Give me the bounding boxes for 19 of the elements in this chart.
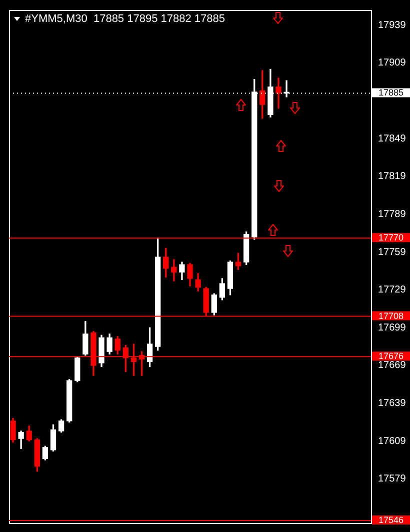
ref-line-label: 17546 <box>378 514 404 525</box>
y-tick-label: 17639 <box>378 398 406 410</box>
ref-line-label: 17885 <box>378 88 404 98</box>
y-tick-label: 17579 <box>378 474 406 485</box>
chart-title: #YMM5,M30 17885 17895 17882 17885 <box>25 13 225 26</box>
y-tick-label: 17819 <box>378 171 406 182</box>
y-tick-label: 17729 <box>378 284 406 296</box>
ref-line-label: 17676 <box>378 351 404 362</box>
y-tick-label: 17789 <box>378 208 406 220</box>
y-tick-label: 17699 <box>378 322 406 334</box>
ref-line-label: 17770 <box>378 232 404 243</box>
y-tick-label: 17759 <box>378 246 406 258</box>
candlestick <box>276 78 282 109</box>
y-tick-label: 17609 <box>378 436 406 447</box>
ref-line-label: 17708 <box>378 310 404 321</box>
y-tick-label: 17849 <box>378 133 406 144</box>
y-tick-label: 17939 <box>378 20 406 31</box>
y-tick-label: 17669 <box>378 360 406 372</box>
y-tick-label: 17909 <box>378 58 406 69</box>
